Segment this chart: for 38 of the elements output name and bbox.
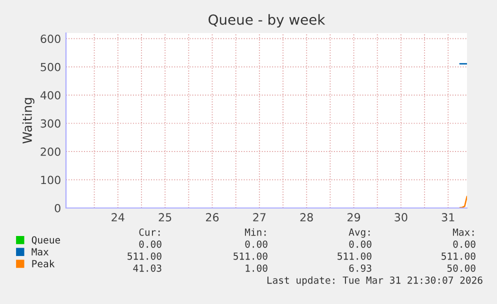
- text: 0.00: [139, 240, 162, 248]
- x-tick-label: 26: [206, 213, 219, 222]
- text: 0.00: [349, 240, 372, 248]
- x-tick-label: 24: [112, 213, 124, 222]
- x-tick-label: 28: [300, 213, 313, 222]
- legend-label: Peak: [32, 260, 55, 268]
- y-tick-label: 400: [40, 91, 60, 100]
- y-tick-label: 200: [40, 148, 60, 156]
- text: Last update: Tue Mar 31 21:30:07 2026: [267, 276, 482, 286]
- text: 41.03: [133, 264, 162, 272]
- y-tick-label: 600: [40, 34, 60, 44]
- y-tick-label: 0: [54, 204, 60, 212]
- line-series: [459, 196, 467, 208]
- text: 511.00: [338, 252, 372, 260]
- text: Avg:: [348, 228, 370, 238]
- y-tick-label: 300: [40, 119, 60, 128]
- y-tick-label: 100: [41, 176, 60, 184]
- chart-title: Queue - by week: [208, 14, 326, 28]
- text: 511.00: [442, 252, 476, 260]
- text: 50.00: [447, 264, 476, 272]
- text: 1.00: [246, 264, 268, 272]
- x-tick-label: 25: [158, 213, 172, 222]
- x-tick-label: 31: [442, 213, 454, 222]
- text: Min:: [244, 228, 266, 236]
- legend-label: Max: [32, 248, 49, 256]
- text: 0.00: [453, 240, 476, 248]
- y-tick-label: 500: [40, 62, 60, 72]
- x-tick-label: 29: [348, 213, 360, 222]
- y-axis-title: Waiting: [22, 98, 34, 144]
- text: Max:: [452, 228, 474, 236]
- text: Cur:: [139, 228, 160, 236]
- text: 6.93: [349, 264, 372, 272]
- x-tick-label: 30: [394, 213, 408, 222]
- text: 0.00: [245, 240, 268, 248]
- text: 511.00: [234, 252, 268, 260]
- text: 511.00: [128, 252, 162, 260]
- x-tick-label: 27: [253, 213, 266, 222]
- legend-label: Queue: [32, 236, 60, 245]
